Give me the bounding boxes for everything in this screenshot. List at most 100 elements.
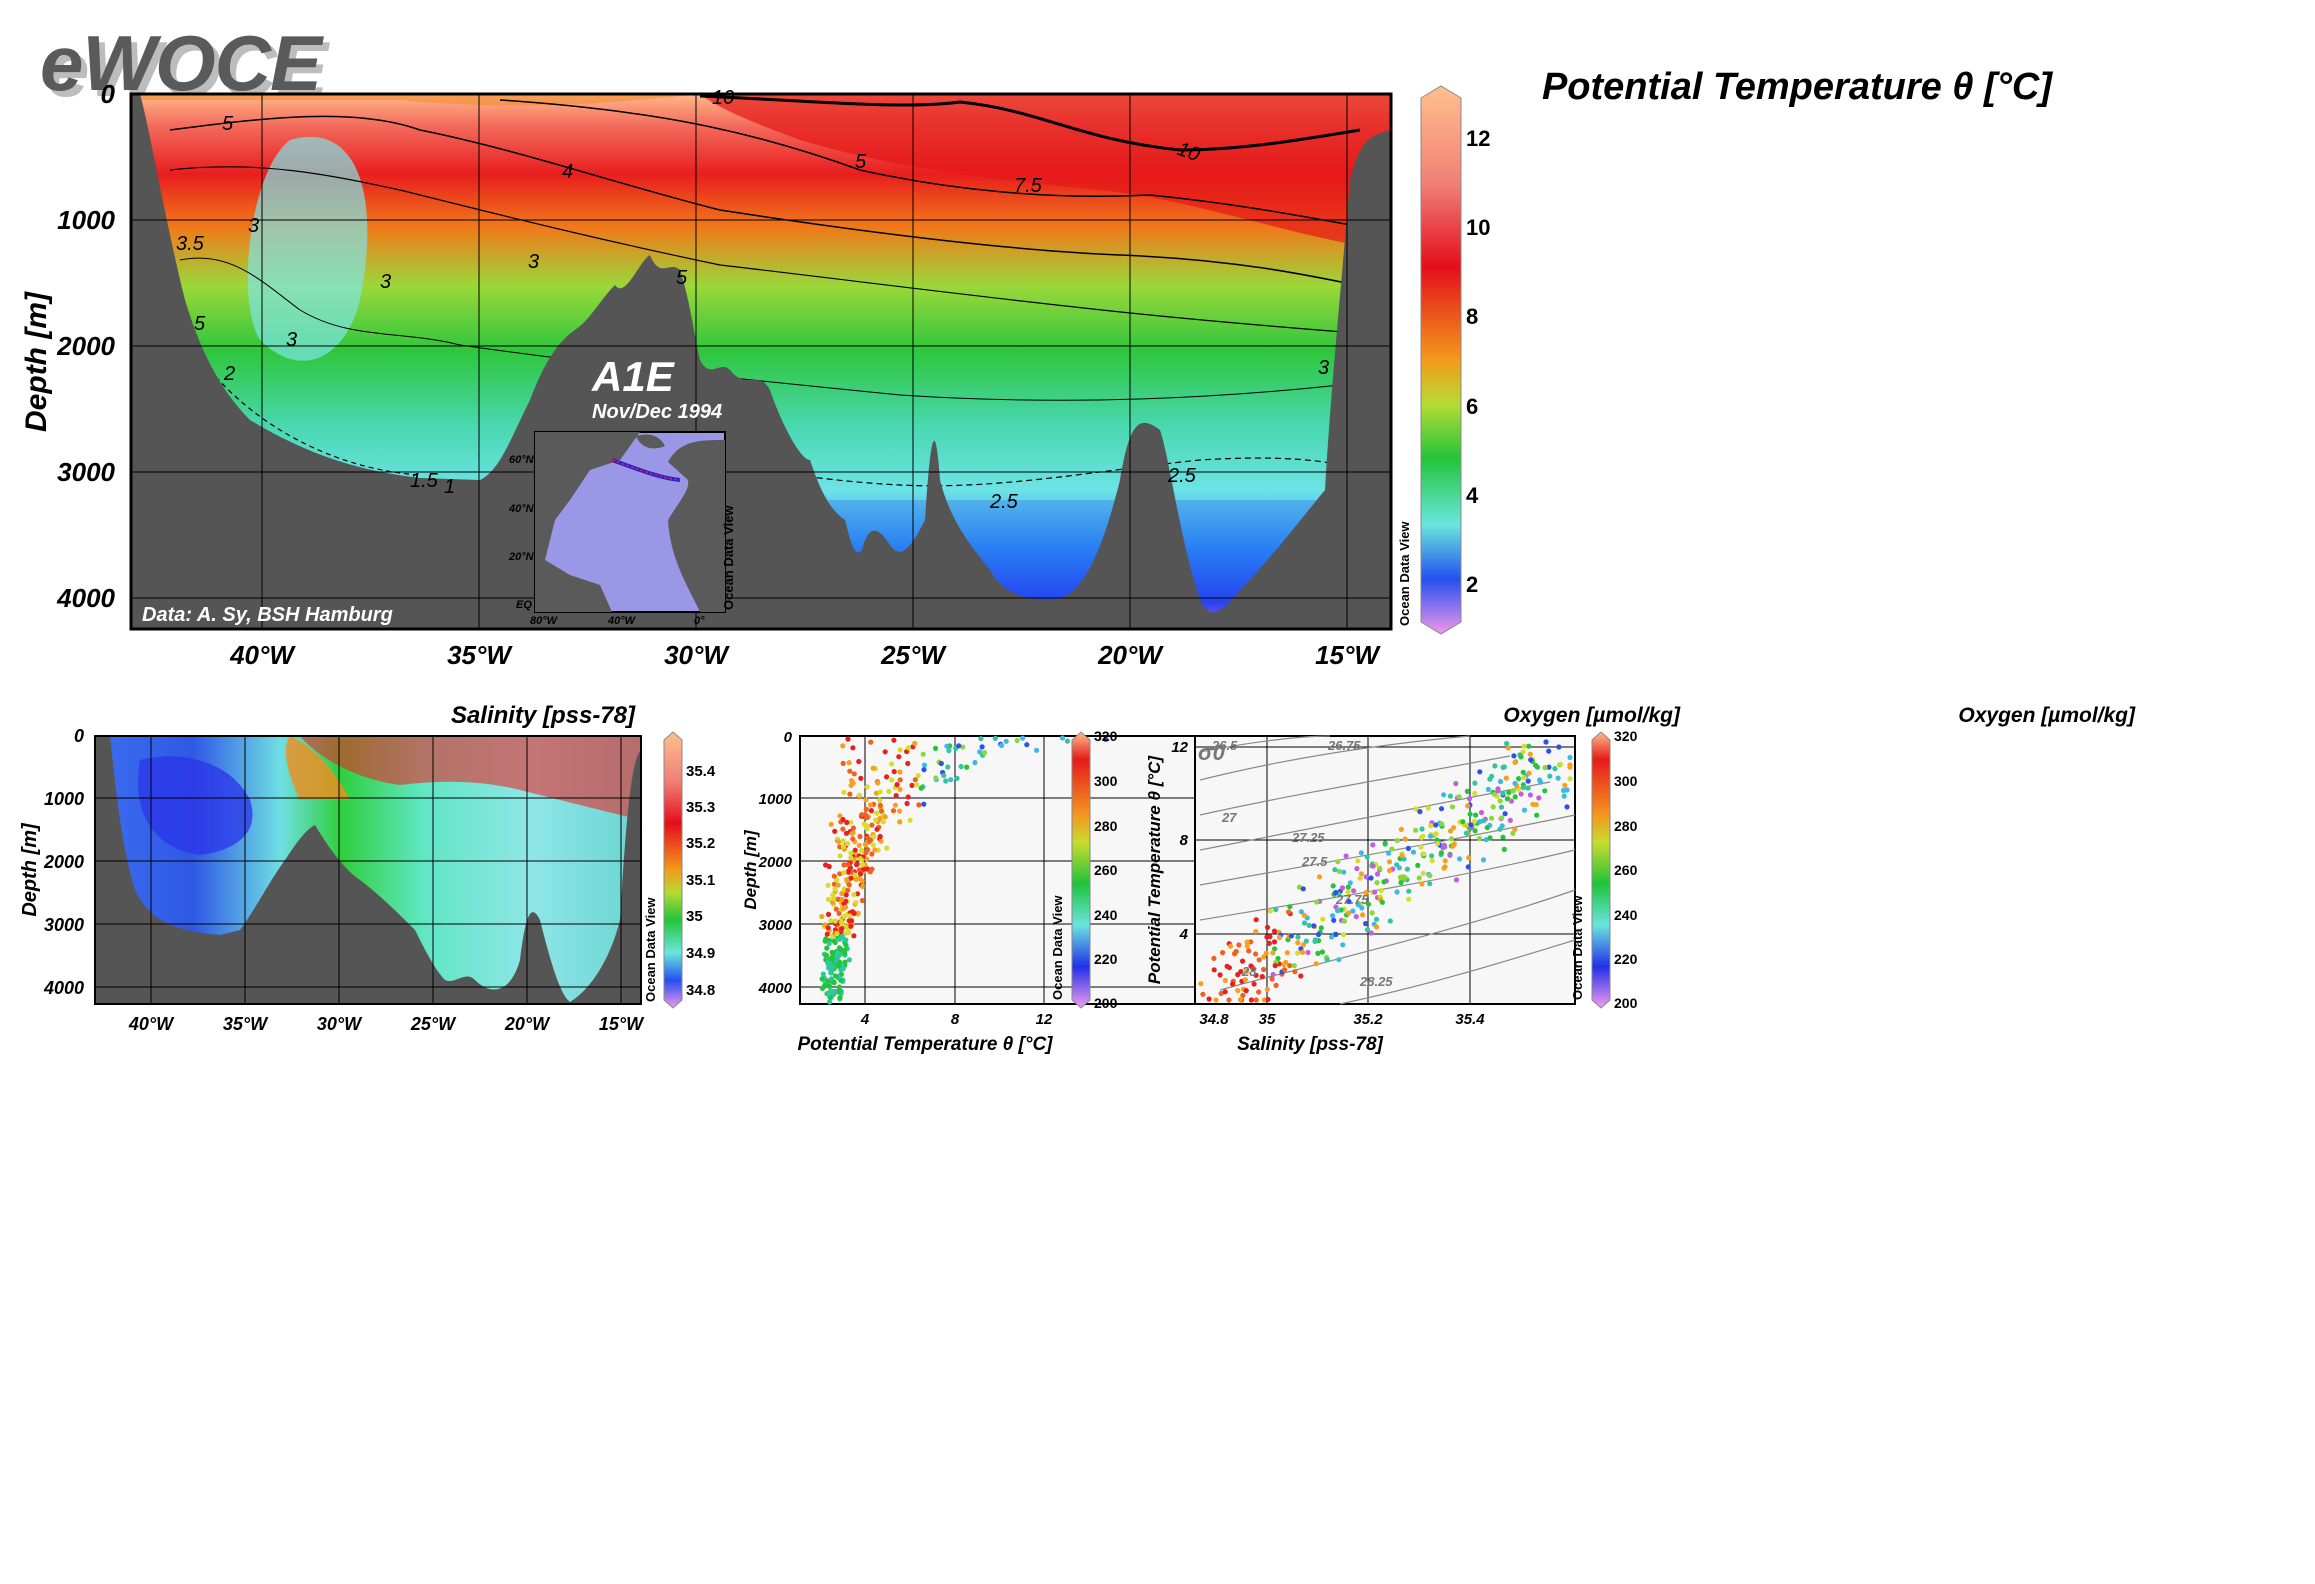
scatter-point xyxy=(1288,933,1294,939)
scatter-point xyxy=(855,910,861,916)
scatter-point xyxy=(846,868,852,874)
scatter-point xyxy=(1287,963,1293,969)
scatter-point xyxy=(839,926,845,932)
scatter-point xyxy=(1406,896,1412,902)
scatter-point xyxy=(1433,831,1439,837)
scatter-point xyxy=(1527,792,1533,798)
scatter-point xyxy=(1244,943,1250,949)
scatter-point xyxy=(1438,806,1445,812)
scatter-point xyxy=(1460,819,1466,825)
scatter-point xyxy=(909,782,915,788)
ts-y-ticks: 12 8 4 xyxy=(1171,739,1188,943)
scatter-point xyxy=(1472,780,1478,786)
scatter-point xyxy=(894,782,900,788)
scatter-point xyxy=(1253,972,1259,978)
scatter-point xyxy=(1301,920,1308,926)
data-credit: Data: A. Sy, BSH Hamburg xyxy=(142,604,393,626)
scatter-point xyxy=(846,760,852,766)
salinity-colorbar-ticks: 35.4 35.3 35.2 35.1 35 34.9 34.8 xyxy=(686,763,716,999)
scatter-point xyxy=(1320,916,1326,922)
scatter-point xyxy=(846,882,852,888)
scatter-point xyxy=(1489,815,1495,821)
scatter-point xyxy=(868,808,874,814)
scatter-point xyxy=(837,995,843,1001)
oxy-ylabel: Depth [m] xyxy=(741,829,760,910)
scatter-point xyxy=(1311,923,1317,929)
scatter-point xyxy=(837,844,843,850)
scatter-point xyxy=(914,782,920,788)
scatter-point xyxy=(941,772,947,779)
scatter-point xyxy=(857,871,864,877)
scatter-point xyxy=(948,777,954,783)
scatter-point xyxy=(834,877,840,883)
scatter-point xyxy=(1510,788,1516,794)
scatter-point xyxy=(1284,950,1290,956)
scatter-point xyxy=(981,750,987,756)
scatter-point xyxy=(1502,811,1508,817)
cb-tick: 35 xyxy=(686,908,703,925)
scatter-point xyxy=(1251,981,1257,987)
main-ytick-0: 0 xyxy=(101,79,116,109)
scatter-point xyxy=(1534,764,1540,770)
scatter-point xyxy=(1518,754,1524,760)
main-x-ticks: 40°W 35°W 30°W 25°W 20°W 15°W xyxy=(229,640,1381,670)
contour-label: 5 xyxy=(855,151,867,173)
scatter-point xyxy=(1464,788,1470,794)
scatter-point xyxy=(1512,826,1518,832)
surface-layer xyxy=(131,94,700,106)
scatter-point xyxy=(1276,934,1283,941)
scatter-point xyxy=(1556,744,1562,750)
main-xtick-5: 15°W xyxy=(1315,640,1381,670)
inset-lat-60: 60°N xyxy=(509,454,535,466)
scatter-point xyxy=(1417,809,1423,815)
salinity-grid xyxy=(95,736,641,1004)
scatter-point xyxy=(1368,930,1374,936)
scatter-point xyxy=(1441,842,1447,849)
scatter-point xyxy=(859,883,866,889)
scatter-point xyxy=(1226,997,1232,1003)
scatter-point xyxy=(1324,957,1330,963)
scatter-point xyxy=(1298,973,1304,979)
oxy-odv-label: Ocean Data View xyxy=(1050,895,1065,1000)
scatter-point xyxy=(1484,825,1490,831)
scatter-point xyxy=(1244,968,1250,974)
scatter-point xyxy=(1332,867,1338,873)
scatter-point xyxy=(1427,881,1433,887)
scatter-point xyxy=(874,826,880,832)
salinity-low-pool xyxy=(138,756,253,855)
scatter-point xyxy=(1521,775,1527,781)
scatter-point xyxy=(826,965,832,971)
scatter-point xyxy=(837,813,843,819)
scatter-point xyxy=(1314,899,1320,905)
scatter-point xyxy=(1259,974,1265,980)
scatter-point xyxy=(832,828,838,834)
scatter-point xyxy=(896,754,902,760)
scatter-point xyxy=(897,769,903,775)
scatter-point xyxy=(1512,794,1518,800)
inset-ticks: 60°N 40°N 20°N EQ 80°W 40°W 0° xyxy=(508,454,705,627)
scatter-point xyxy=(825,911,832,917)
scatter-point xyxy=(826,896,832,902)
contour-label: 3 xyxy=(528,251,539,273)
scatter-point xyxy=(933,775,939,781)
scatter-point xyxy=(1378,887,1384,894)
isopycnal-labels: 26.5 26.75 27 27.25 27.5 27.75 28 28.25 xyxy=(1211,738,1393,989)
scatter-point xyxy=(856,758,862,765)
contour-label: 5 xyxy=(222,113,234,135)
scatter-point xyxy=(844,877,850,883)
scatter-point xyxy=(1487,835,1493,841)
scatter-point xyxy=(884,774,890,780)
scatter-point xyxy=(1382,840,1388,846)
scatter-point xyxy=(1567,754,1573,761)
scatter-point xyxy=(1506,789,1512,796)
salinity-ylabel: Depth [m] xyxy=(19,822,41,917)
scatter-point xyxy=(853,900,859,906)
scatter-point xyxy=(863,797,869,803)
cb-tick: 2 xyxy=(1466,572,1478,597)
oxy-x-ticks: 4 8 12 xyxy=(860,1011,1053,1028)
scatter-point xyxy=(825,882,831,888)
scatter-point xyxy=(1211,967,1217,973)
scatter-point xyxy=(1220,950,1226,956)
scatter-point xyxy=(1463,830,1469,836)
scatter-point xyxy=(1386,859,1393,865)
